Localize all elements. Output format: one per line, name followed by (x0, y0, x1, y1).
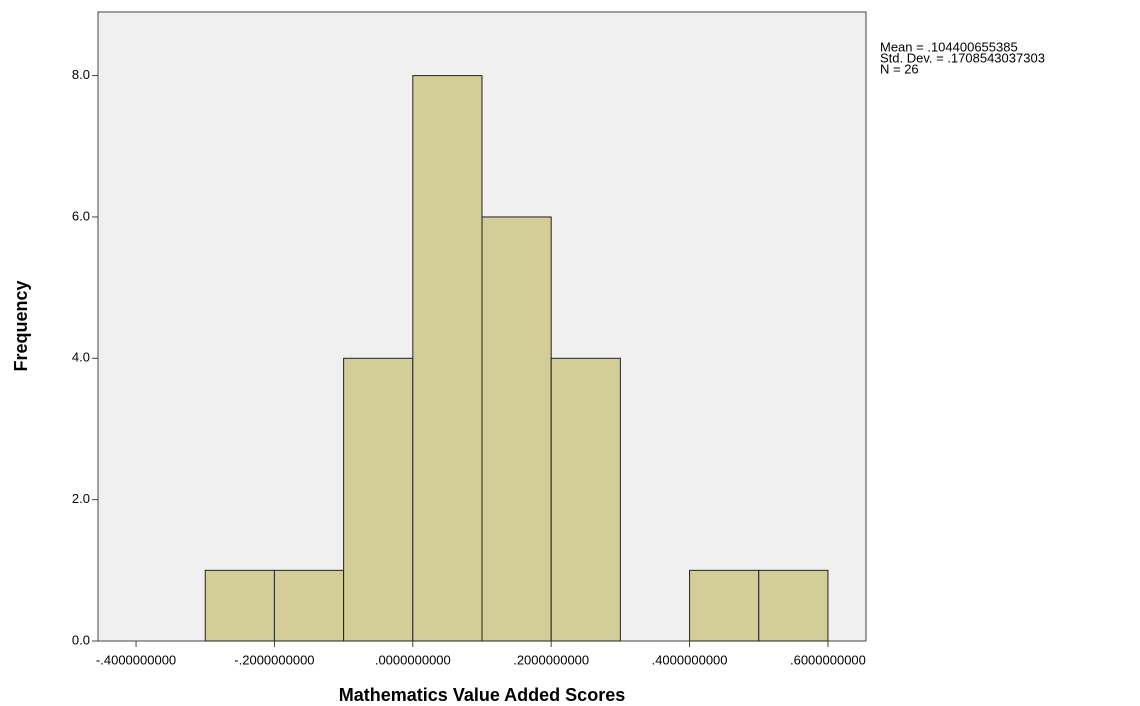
x-tick-label: .6000000000 (790, 652, 866, 667)
bar (204, 569, 275, 642)
y-tick-label: 8.0 (72, 67, 90, 82)
bar (689, 569, 760, 642)
x-tick-label: -.4000000000 (96, 652, 176, 667)
bar (412, 75, 483, 642)
stat-annotation: Mean = .104400655385 (880, 39, 1018, 54)
x-tick-label: -.2000000000 (234, 652, 314, 667)
y-tick-label: 0.0 (72, 632, 90, 647)
y-tick-label: 6.0 (72, 208, 90, 223)
bar (481, 216, 552, 642)
stat-annotation: Std. Dev. = .1708543037303 (880, 50, 1045, 65)
bar (550, 357, 621, 642)
x-tick-label: .2000000000 (513, 652, 589, 667)
y-tick-label: 2.0 (72, 491, 90, 506)
x-tick-label: .4000000000 (652, 652, 728, 667)
bar (343, 357, 414, 642)
y-tick-label: 4.0 (72, 350, 90, 365)
y-axis-label: Frequency (11, 280, 31, 371)
x-tick-label: .0000000000 (375, 652, 451, 667)
x-axis-label: Mathematics Value Added Scores (339, 685, 625, 705)
stat-annotation: N = 26 (880, 61, 919, 76)
bar (273, 569, 345, 642)
bar (758, 569, 829, 642)
